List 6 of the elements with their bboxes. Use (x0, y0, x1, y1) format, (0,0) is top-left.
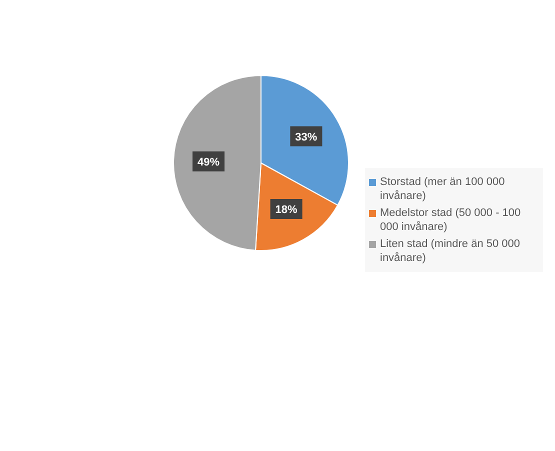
data-label: 33% (295, 131, 318, 144)
legend-label: Medelstor stad (50 000 - 100 000 invånare) (380, 206, 522, 234)
data-label: 18% (275, 204, 298, 216)
legend-label: Storstad (mer än 100 000 invånare) (380, 175, 506, 203)
legend-label: Liten stad (mindre än 50 000 invånare) (380, 237, 522, 265)
data-label: 49% (198, 156, 220, 168)
